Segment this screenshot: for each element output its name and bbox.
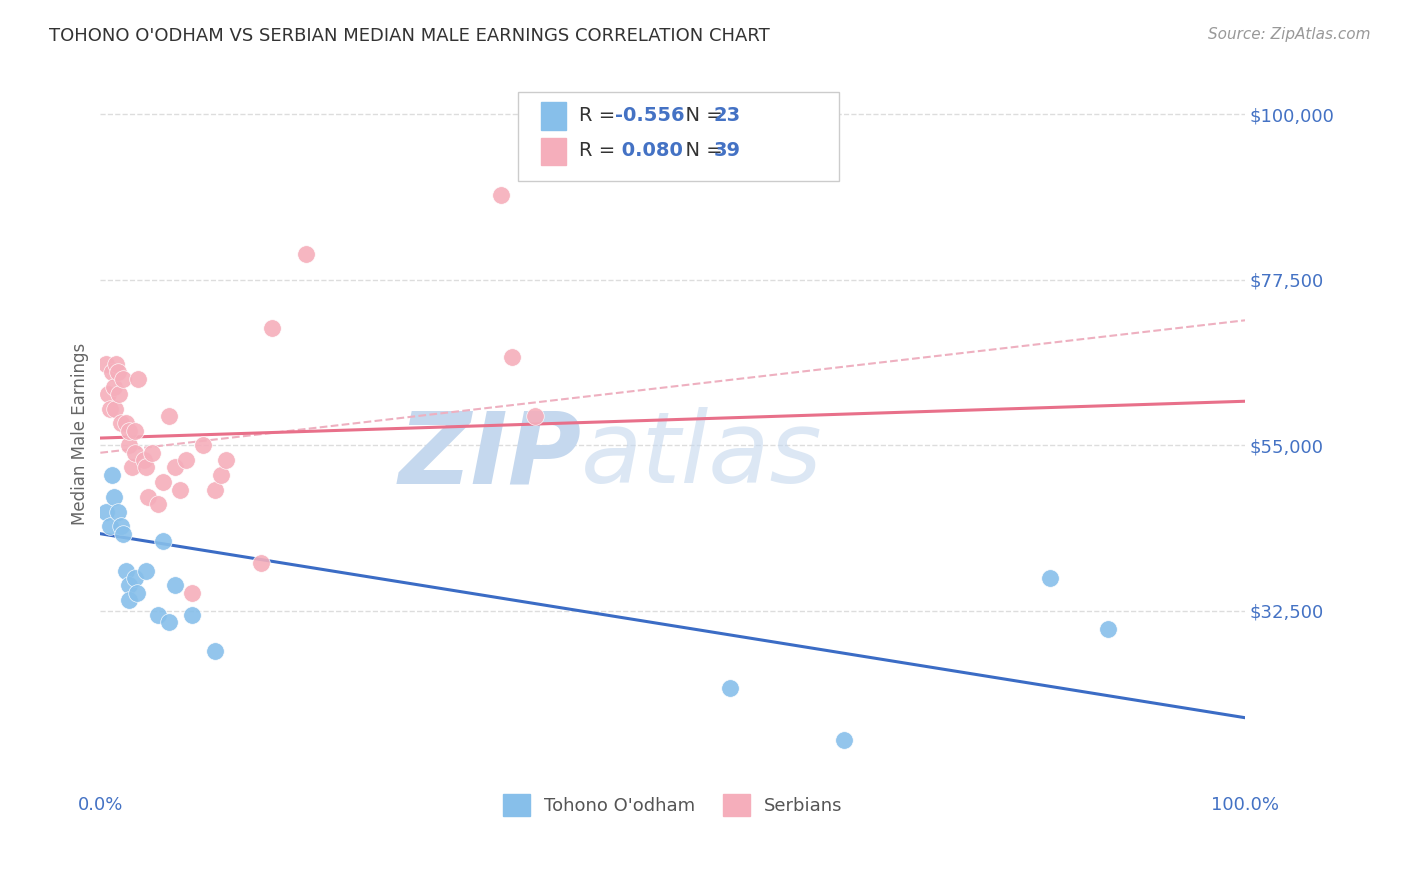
Text: N =: N = <box>672 106 728 125</box>
Point <box>157 615 180 629</box>
Point <box>163 460 186 475</box>
Text: 0.080: 0.080 <box>616 142 683 161</box>
Text: TOHONO O'ODHAM VS SERBIAN MEDIAN MALE EARNINGS CORRELATION CHART: TOHONO O'ODHAM VS SERBIAN MEDIAN MALE EA… <box>49 27 770 45</box>
Point <box>114 417 136 431</box>
Point <box>152 534 174 549</box>
Point <box>94 505 117 519</box>
FancyBboxPatch shape <box>541 103 567 129</box>
Point <box>524 409 547 423</box>
Point <box>105 358 128 372</box>
Point <box>295 247 318 261</box>
Point <box>121 460 143 475</box>
Point <box>127 372 149 386</box>
Point <box>146 497 169 511</box>
Point <box>101 365 124 379</box>
Point <box>204 644 226 658</box>
Point <box>501 350 523 364</box>
Legend: Tohono O'odham, Serbians: Tohono O'odham, Serbians <box>494 785 852 825</box>
Point <box>157 409 180 423</box>
Point <box>249 556 271 570</box>
Point <box>124 446 146 460</box>
Point <box>98 519 121 533</box>
Text: R =: R = <box>579 142 621 161</box>
Point <box>1097 623 1119 637</box>
Point <box>124 571 146 585</box>
Point <box>107 505 129 519</box>
Point <box>146 607 169 622</box>
Point <box>169 483 191 497</box>
Point <box>118 424 141 438</box>
Point <box>94 358 117 372</box>
FancyBboxPatch shape <box>541 138 567 165</box>
Y-axis label: Median Male Earnings: Median Male Earnings <box>72 343 89 525</box>
Point <box>718 681 741 696</box>
Text: Source: ZipAtlas.com: Source: ZipAtlas.com <box>1208 27 1371 42</box>
Point <box>209 467 232 482</box>
Point <box>97 387 120 401</box>
Text: 39: 39 <box>714 142 741 161</box>
Point <box>174 453 197 467</box>
Point <box>101 467 124 482</box>
Text: ZIP: ZIP <box>398 408 581 504</box>
Point <box>260 320 283 334</box>
Point <box>118 438 141 452</box>
Point <box>110 519 132 533</box>
Point <box>204 483 226 497</box>
Text: 23: 23 <box>714 106 741 125</box>
Text: atlas: atlas <box>581 408 823 504</box>
Point <box>103 490 125 504</box>
Point <box>135 460 157 475</box>
Point <box>152 475 174 490</box>
Point <box>112 372 135 386</box>
Point <box>1039 571 1062 585</box>
Point <box>181 607 204 622</box>
Text: N =: N = <box>672 142 728 161</box>
Point <box>138 490 160 504</box>
Point <box>489 188 512 202</box>
Point <box>107 387 129 401</box>
Point <box>107 365 129 379</box>
Point <box>125 585 148 599</box>
Point <box>181 585 204 599</box>
Point <box>98 401 121 416</box>
Point <box>132 453 155 467</box>
Point <box>135 564 157 578</box>
Point <box>110 417 132 431</box>
Point <box>834 732 856 747</box>
Point <box>124 424 146 438</box>
Point <box>141 446 163 460</box>
Point <box>163 578 186 592</box>
Point <box>104 401 127 416</box>
Text: R =: R = <box>579 106 621 125</box>
Point <box>118 593 141 607</box>
Point <box>112 526 135 541</box>
Point <box>193 438 215 452</box>
Text: -0.556: -0.556 <box>616 106 685 125</box>
FancyBboxPatch shape <box>519 92 838 181</box>
Point <box>114 564 136 578</box>
Point <box>215 453 238 467</box>
Point <box>103 379 125 393</box>
Point <box>118 578 141 592</box>
